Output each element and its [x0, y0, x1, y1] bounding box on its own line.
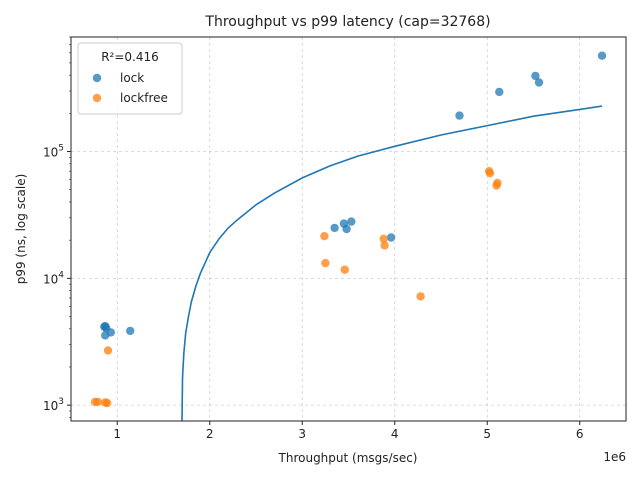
x-axis-offset-label: 1e6	[603, 450, 626, 464]
point-lockfree	[320, 232, 329, 241]
point-lockfree	[485, 169, 495, 178]
legend-box	[77, 42, 183, 115]
x-axis-label: Throughput (msgs/sec)	[278, 451, 418, 465]
y-tick-label: 105	[43, 144, 64, 160]
legend-marker-lock	[92, 73, 102, 83]
x-tick-label: 5	[483, 427, 491, 441]
point-lockfree	[321, 258, 330, 268]
point-lockfree	[102, 398, 112, 408]
chart-title: Throughput vs p99 latency (cap=32768)	[204, 14, 490, 30]
legend-label-lock: lock	[120, 71, 144, 85]
point-lockfree	[379, 234, 388, 243]
point-lock	[455, 111, 464, 120]
point-lock	[534, 78, 544, 87]
point-lockfree	[103, 346, 113, 355]
y-tick-label: 104	[43, 270, 64, 286]
point-lockfree	[493, 178, 502, 188]
fit-line-group	[181, 105, 603, 422]
data-points	[90, 51, 607, 408]
point-lock	[386, 233, 396, 242]
legend-label-lockfree: lockfree	[120, 91, 168, 105]
point-lock	[106, 328, 116, 337]
point-lockfree	[93, 397, 103, 407]
point-lockfree	[380, 241, 389, 250]
x-tick-label: 2	[206, 427, 214, 441]
x-tick-label: 4	[391, 427, 399, 441]
point-lock	[342, 224, 351, 234]
point-lockfree	[340, 265, 349, 274]
point-lock	[347, 217, 356, 226]
point-lock	[126, 326, 135, 336]
y-axis-label: p99 (ns, log scale)	[14, 174, 28, 285]
y-tick-label: 103	[43, 397, 64, 413]
point-lock	[597, 51, 607, 60]
point-lockfree	[416, 292, 425, 301]
legend-marker-lockfree	[92, 93, 102, 103]
point-lock	[531, 71, 540, 81]
legend: R²=0.416 lock lockfree	[77, 42, 183, 115]
x-tick-label: 6	[576, 427, 584, 441]
legend-title: R²=0.416	[101, 50, 159, 64]
plot-frame	[70, 36, 627, 422]
x-axis-ticks: 1 2 3 4 5 6	[113, 421, 584, 441]
x-tick-label: 1	[113, 427, 121, 441]
gridlines	[71, 37, 626, 421]
point-lock	[330, 223, 339, 233]
point-lock	[495, 87, 504, 97]
y-axis-ticks: 103 104 105	[43, 36, 71, 418]
fit-line	[181, 105, 603, 422]
x-tick-label: 3	[298, 427, 306, 441]
